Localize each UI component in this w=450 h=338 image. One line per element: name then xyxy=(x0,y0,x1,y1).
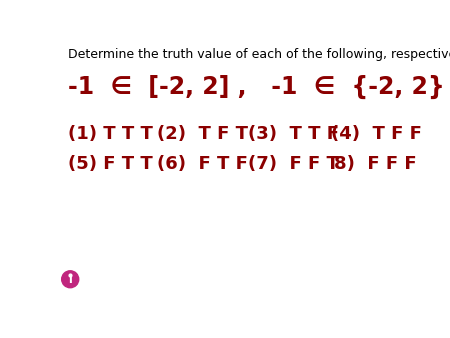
Text: i: i xyxy=(68,275,72,285)
Text: -1  ∈  [-2, 2] ,   -1  ∈  {-2, 2} ,   -1  ∈  (-2, 2): -1 ∈ [-2, 2] , -1 ∈ {-2, 2} , -1 ∈ (-2, … xyxy=(68,75,450,99)
Text: Determine the truth value of each of the following, respectively:: Determine the truth value of each of the… xyxy=(68,48,450,61)
Circle shape xyxy=(62,271,79,288)
Text: (2)  T F T: (2) T F T xyxy=(157,125,248,143)
Text: (7)  F F T: (7) F F T xyxy=(248,154,339,172)
Text: 8)  F F F: 8) F F F xyxy=(334,154,416,172)
Text: (6)  F T F: (6) F T F xyxy=(157,154,248,172)
Text: (4)  T F F: (4) T F F xyxy=(331,125,422,143)
Text: (3)  T T F: (3) T T F xyxy=(248,125,339,143)
Text: (5) F T T: (5) F T T xyxy=(68,154,153,172)
Text: (1) T T T: (1) T T T xyxy=(68,125,153,143)
